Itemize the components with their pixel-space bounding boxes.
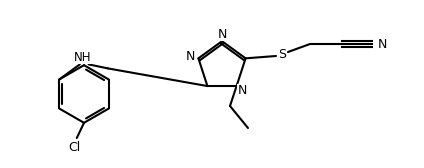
- Text: S: S: [278, 48, 286, 60]
- Text: N: N: [186, 50, 195, 63]
- Text: N: N: [378, 37, 388, 51]
- Text: NH: NH: [74, 51, 92, 64]
- Text: Cl: Cl: [68, 141, 80, 154]
- Text: N: N: [218, 28, 228, 40]
- Text: N: N: [238, 84, 247, 97]
